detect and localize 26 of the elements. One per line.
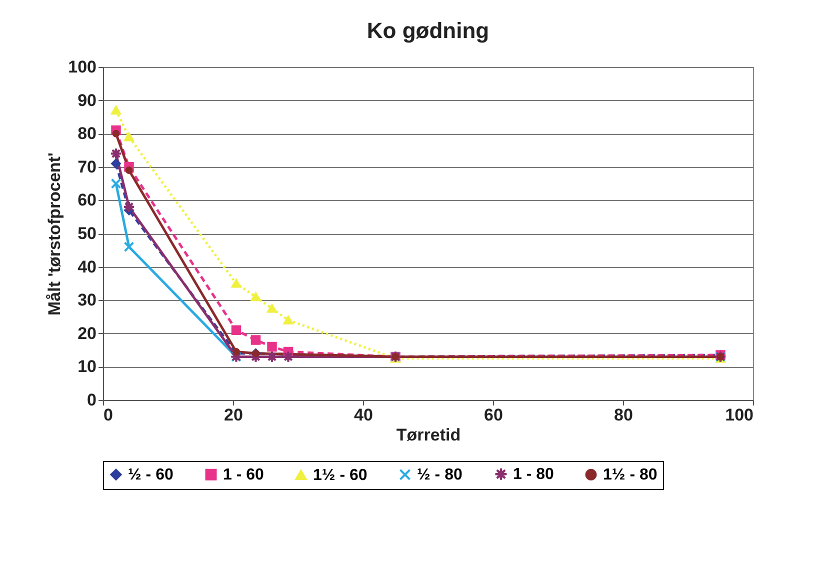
chart-title: Ko gødning [366,18,490,43]
y-tick-label: 60 [78,190,96,210]
y-tick-label: 50 [78,224,96,243]
y-tick-label: 10 [78,357,96,376]
legend-label: ½ - 60 [128,466,174,484]
x-tick-label: 0 [104,406,113,424]
y-tick-label: 70 [78,157,96,176]
x-tick-label: 60 [484,406,503,424]
legend-label: ½ - 80 [417,466,462,484]
x-tick-label: 80 [614,406,633,424]
y-axis-title: Målt 'tørstofprocent' [45,152,64,316]
y-tick-label: 40 [78,257,96,276]
y-tick-label: 30 [78,290,96,310]
x-axis-title: Tørretid [396,426,461,444]
y-tick-label: 90 [78,90,96,110]
y-tick-label: 0 [87,390,96,410]
legend-label: 1½ - 80 [603,466,658,484]
legend-label: 1½ - 60 [313,466,368,484]
x-tick-label: 40 [354,406,373,424]
x-tick-label: 100 [725,406,754,424]
y-tick-label: 100 [68,58,96,76]
y-tick-label: 20 [78,324,96,343]
y-tick-label: 80 [78,124,96,144]
x-tick-label: 20 [224,406,243,424]
legend-label: 1 - 60 [223,466,264,484]
legend-label: 1 - 80 [513,466,554,484]
